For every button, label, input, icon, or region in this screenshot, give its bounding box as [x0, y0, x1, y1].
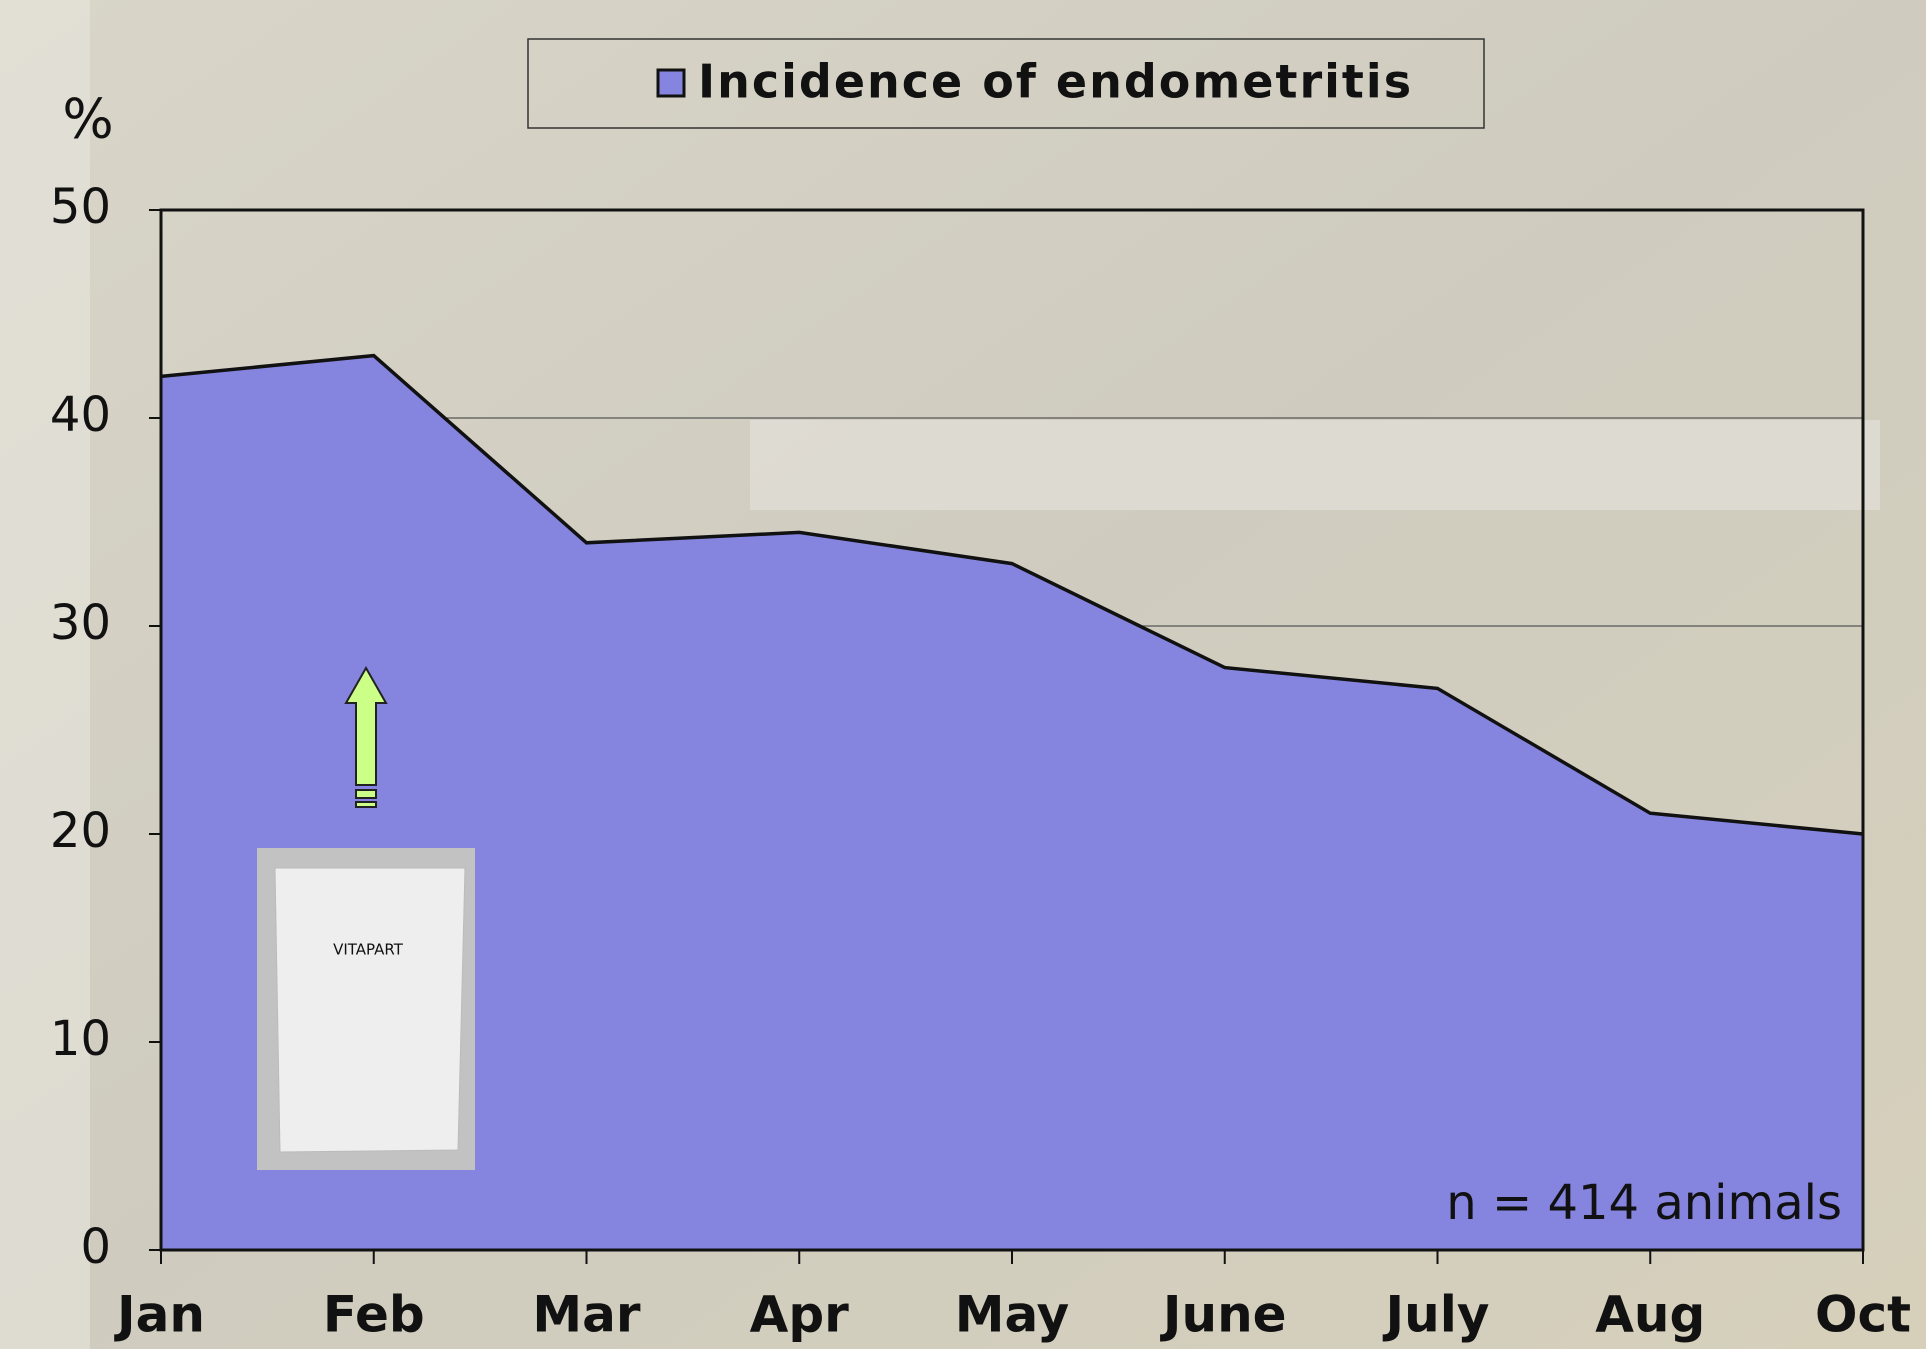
y-tick-label: 50: [50, 179, 111, 235]
y-tick-label: 30: [50, 595, 111, 651]
x-tick-label: Jan: [114, 1286, 205, 1344]
x-tick-label: Aug: [1595, 1286, 1705, 1344]
x-tick-label: May: [955, 1286, 1070, 1344]
background-shade: [750, 420, 1880, 510]
y-tick-label: 40: [50, 387, 111, 443]
arrow-dash: [356, 802, 376, 807]
image-pack: [275, 868, 465, 1152]
x-tick-label: June: [1160, 1286, 1287, 1344]
chart: % n = 414 animals VITAPART 0 10 20 30 40 50 Ja…: [0, 0, 1926, 1349]
x-tick-label: Oct: [1815, 1286, 1911, 1344]
y-axis-label: %: [62, 88, 113, 151]
arrow-dash: [356, 790, 376, 798]
y-tick-label: 10: [50, 1011, 111, 1067]
y-tick-label: 0: [80, 1219, 111, 1275]
legend-label: Incidence of endometritis: [698, 55, 1413, 109]
product-image: VITAPART: [257, 848, 475, 1170]
x-tick-label: July: [1383, 1286, 1490, 1344]
x-tick-label: Mar: [532, 1286, 640, 1344]
product-label: VITAPART: [333, 941, 404, 959]
y-tick-label: 20: [50, 803, 111, 859]
legend-swatch: [658, 70, 684, 96]
page: % n = 414 animals VITAPART 0 10 20 30 40 50 Ja…: [0, 0, 1926, 1349]
x-tick-label: Apr: [750, 1286, 849, 1344]
annotation: n = 414 animals: [1446, 1175, 1842, 1231]
x-tick-label: Feb: [323, 1286, 425, 1344]
